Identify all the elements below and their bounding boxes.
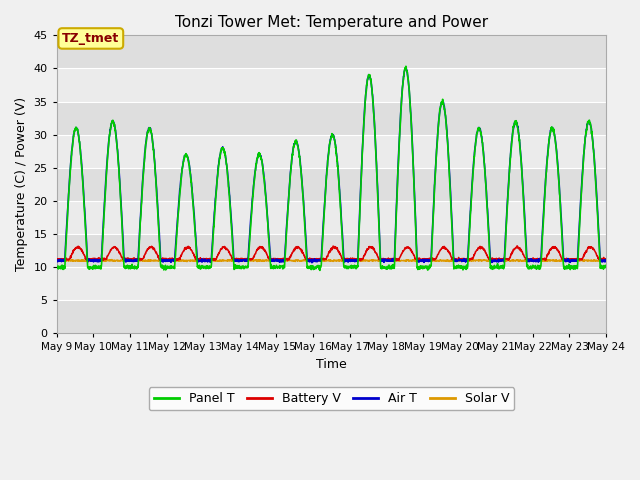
Battery V bbox=[513, 243, 521, 249]
Bar bbox=[57, 168, 606, 201]
Solar V bbox=[497, 258, 505, 264]
Solar V bbox=[227, 258, 234, 264]
Battery V bbox=[350, 258, 358, 264]
Panel T bbox=[53, 263, 61, 268]
Panel T bbox=[528, 264, 536, 270]
Battery V bbox=[365, 246, 372, 252]
Bar bbox=[57, 234, 606, 267]
Panel T bbox=[402, 63, 410, 69]
Solar V bbox=[602, 257, 610, 263]
Battery V bbox=[602, 256, 610, 262]
Panel T bbox=[602, 263, 610, 268]
Bar bbox=[57, 300, 606, 334]
Bar bbox=[57, 201, 606, 234]
Battery V bbox=[53, 257, 61, 263]
Battery V bbox=[227, 252, 234, 258]
X-axis label: Time: Time bbox=[316, 358, 347, 371]
Air T bbox=[365, 73, 372, 79]
Battery V bbox=[595, 256, 602, 262]
Panel T bbox=[108, 120, 115, 126]
Line: Air T: Air T bbox=[57, 67, 606, 263]
Air T bbox=[403, 64, 410, 70]
Solar V bbox=[496, 257, 504, 263]
Battery V bbox=[108, 246, 115, 252]
Bar bbox=[57, 69, 606, 102]
Bar bbox=[57, 102, 606, 135]
Panel T bbox=[316, 267, 324, 273]
Panel T bbox=[227, 203, 234, 208]
Panel T bbox=[595, 234, 602, 240]
Title: Tonzi Tower Met: Temperature and Power: Tonzi Tower Met: Temperature and Power bbox=[175, 15, 488, 30]
Legend: Panel T, Battery V, Air T, Solar V: Panel T, Battery V, Air T, Solar V bbox=[148, 387, 514, 410]
Bar bbox=[57, 36, 606, 69]
Y-axis label: Temperature (C) / Power (V): Temperature (C) / Power (V) bbox=[15, 97, 28, 271]
Air T bbox=[308, 260, 316, 265]
Panel T bbox=[497, 264, 505, 269]
Panel T bbox=[365, 73, 372, 79]
Air T bbox=[528, 257, 536, 263]
Bar bbox=[57, 135, 606, 168]
Text: TZ_tmet: TZ_tmet bbox=[62, 32, 120, 45]
Air T bbox=[602, 258, 610, 264]
Line: Solar V: Solar V bbox=[57, 260, 606, 262]
Line: Battery V: Battery V bbox=[57, 246, 606, 261]
Air T bbox=[497, 258, 505, 264]
Air T bbox=[227, 201, 234, 207]
Air T bbox=[595, 228, 602, 234]
Solar V bbox=[528, 258, 536, 264]
Solar V bbox=[365, 258, 372, 264]
Line: Panel T: Panel T bbox=[57, 66, 606, 270]
Solar V bbox=[53, 258, 61, 264]
Solar V bbox=[183, 259, 191, 264]
Battery V bbox=[497, 256, 505, 262]
Air T bbox=[108, 121, 115, 127]
Battery V bbox=[528, 256, 536, 262]
Solar V bbox=[108, 258, 115, 264]
Solar V bbox=[595, 258, 602, 264]
Air T bbox=[53, 258, 61, 264]
Bar bbox=[57, 267, 606, 300]
